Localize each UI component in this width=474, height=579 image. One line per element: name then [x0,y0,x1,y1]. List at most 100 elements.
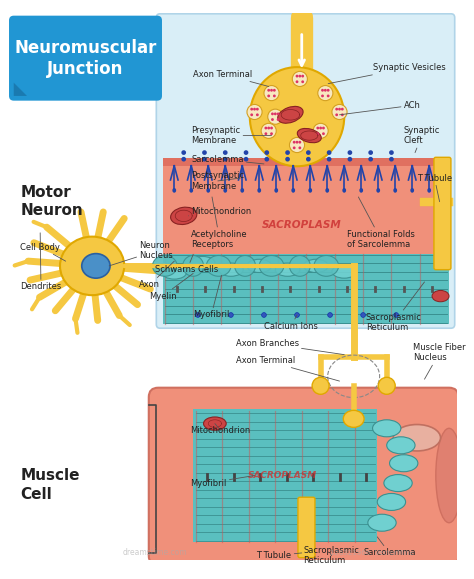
Ellipse shape [290,137,305,153]
Text: SACROPLASM: SACROPLASM [248,471,318,480]
Ellipse shape [202,157,207,162]
Text: Neuromuscular
Junction: Neuromuscular Junction [14,39,157,78]
Ellipse shape [182,157,186,162]
Text: Axon Terminal: Axon Terminal [236,356,339,381]
Ellipse shape [267,89,270,91]
Ellipse shape [244,157,248,162]
Ellipse shape [195,313,200,317]
Ellipse shape [271,118,274,121]
Text: Functional Folds
of Sarcolemma: Functional Folds of Sarcolemma [347,197,415,249]
Ellipse shape [327,94,329,97]
Ellipse shape [389,157,394,162]
Ellipse shape [327,150,331,155]
Ellipse shape [293,141,296,144]
Ellipse shape [264,86,279,101]
Ellipse shape [262,313,266,317]
Text: SACROPLASM: SACROPLASM [262,220,342,230]
Ellipse shape [299,75,301,78]
Ellipse shape [235,255,255,276]
Ellipse shape [183,255,203,276]
Ellipse shape [250,67,344,166]
FancyBboxPatch shape [163,158,449,166]
FancyBboxPatch shape [149,388,458,565]
Ellipse shape [299,146,301,149]
Text: Cell Body: Cell Body [20,243,66,261]
Ellipse shape [359,188,363,193]
FancyBboxPatch shape [163,254,449,324]
Text: T Tubule: T Tubule [417,174,452,201]
Ellipse shape [259,255,284,276]
Text: Postsynaptic
Membrane: Postsynaptic Membrane [191,171,245,190]
Ellipse shape [304,259,328,273]
Ellipse shape [306,157,310,162]
Ellipse shape [321,89,324,91]
Ellipse shape [273,94,276,97]
Ellipse shape [270,132,273,135]
Ellipse shape [299,141,301,144]
Ellipse shape [82,254,110,278]
Ellipse shape [270,127,273,130]
Ellipse shape [173,188,176,193]
Text: Muscle Fiber
Nucleus: Muscle Fiber Nucleus [413,343,466,379]
Ellipse shape [338,108,341,111]
Ellipse shape [264,127,267,130]
Ellipse shape [377,493,406,511]
Text: Axon Branches: Axon Branches [236,339,344,355]
Ellipse shape [327,89,329,91]
Ellipse shape [250,108,253,111]
Text: Axon Terminal: Axon Terminal [193,69,269,86]
Ellipse shape [285,150,290,155]
FancyBboxPatch shape [434,157,451,270]
Ellipse shape [296,80,299,83]
Ellipse shape [376,188,380,193]
Ellipse shape [162,266,187,279]
Text: Sarcolemma: Sarcolemma [363,537,416,558]
Text: Myofibril: Myofibril [193,276,229,320]
Text: Acetylcholine
Receptors: Acetylcholine Receptors [191,197,248,249]
Polygon shape [14,83,27,96]
Ellipse shape [368,157,373,162]
Ellipse shape [335,113,338,116]
Ellipse shape [327,157,331,162]
FancyBboxPatch shape [298,497,315,558]
Ellipse shape [361,313,365,317]
FancyBboxPatch shape [156,14,455,328]
Ellipse shape [324,89,327,91]
Ellipse shape [306,150,310,155]
Ellipse shape [191,256,215,270]
Text: Sarcolemma: Sarcolemma [191,155,264,164]
Ellipse shape [313,123,328,138]
FancyBboxPatch shape [193,409,377,541]
Text: Synaptic Vesicles: Synaptic Vesicles [328,63,445,83]
Text: T Tubule: T Tubule [256,551,302,560]
Ellipse shape [219,263,243,276]
Ellipse shape [312,378,329,394]
Ellipse shape [274,188,278,193]
Ellipse shape [273,89,276,91]
Text: Myelin: Myelin [149,273,193,301]
Ellipse shape [182,150,186,155]
Ellipse shape [277,118,280,121]
Text: Mitochondrion: Mitochondrion [189,207,252,216]
Ellipse shape [301,75,304,78]
Ellipse shape [322,127,325,130]
Text: Sacroplasmic
Reticulum: Sacroplasmic Reticulum [304,546,359,566]
Ellipse shape [436,428,462,523]
Text: Dendrites: Dendrites [20,233,62,291]
Ellipse shape [247,104,262,119]
Ellipse shape [319,127,322,130]
Text: Synaptic
Cleft: Synaptic Cleft [404,126,440,153]
Ellipse shape [389,150,394,155]
Text: 126321966  VectorMine: 126321966 VectorMine [330,550,414,556]
Ellipse shape [293,146,296,149]
Ellipse shape [268,109,283,124]
Ellipse shape [296,75,299,78]
Ellipse shape [343,411,364,427]
Ellipse shape [190,188,193,193]
Ellipse shape [341,113,344,116]
Text: Neuron
Nucleus: Neuron Nucleus [109,241,173,266]
Ellipse shape [384,475,412,492]
Ellipse shape [390,455,418,472]
Ellipse shape [153,255,177,276]
Ellipse shape [428,188,431,193]
